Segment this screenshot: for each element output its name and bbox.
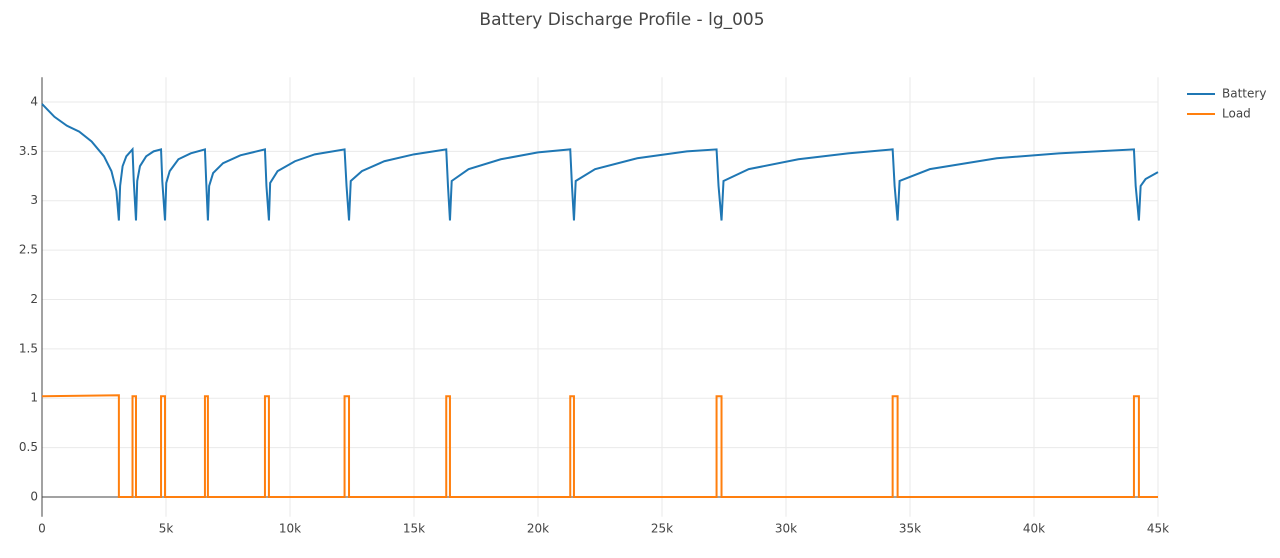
- legend-label: Battery: [1222, 87, 1266, 101]
- x-tick-label: 20k: [527, 522, 549, 536]
- x-tick-label: 30k: [775, 522, 797, 536]
- chart-title: Battery Discharge Profile - lg_005: [479, 10, 764, 30]
- y-tick-label: 3.5: [19, 144, 38, 158]
- x-tick-label: 15k: [403, 522, 425, 536]
- series-line: [41, 103, 1159, 221]
- series-line: [41, 394, 1158, 498]
- x-tick-label: 45k: [1147, 522, 1169, 536]
- x-tick-label: 10k: [279, 522, 301, 536]
- x-tick-label: 35k: [899, 522, 921, 536]
- y-tick-label: 0: [30, 489, 38, 503]
- y-tick-label: 1.5: [19, 341, 38, 355]
- y-tick-label: 3: [30, 193, 38, 207]
- y-tick-label: 0.5: [19, 440, 38, 454]
- x-tick-label: 40k: [1023, 522, 1045, 536]
- y-tick-label: 2.5: [19, 243, 38, 257]
- legend-label: Load: [1222, 107, 1251, 121]
- x-tick-label: 25k: [651, 522, 673, 536]
- y-tick-label: 4: [30, 94, 38, 108]
- y-tick-label: 2: [30, 292, 38, 306]
- x-tick-label: 5k: [159, 522, 174, 536]
- y-tick-label: 1: [30, 391, 38, 405]
- x-tick-label: 0: [38, 522, 46, 536]
